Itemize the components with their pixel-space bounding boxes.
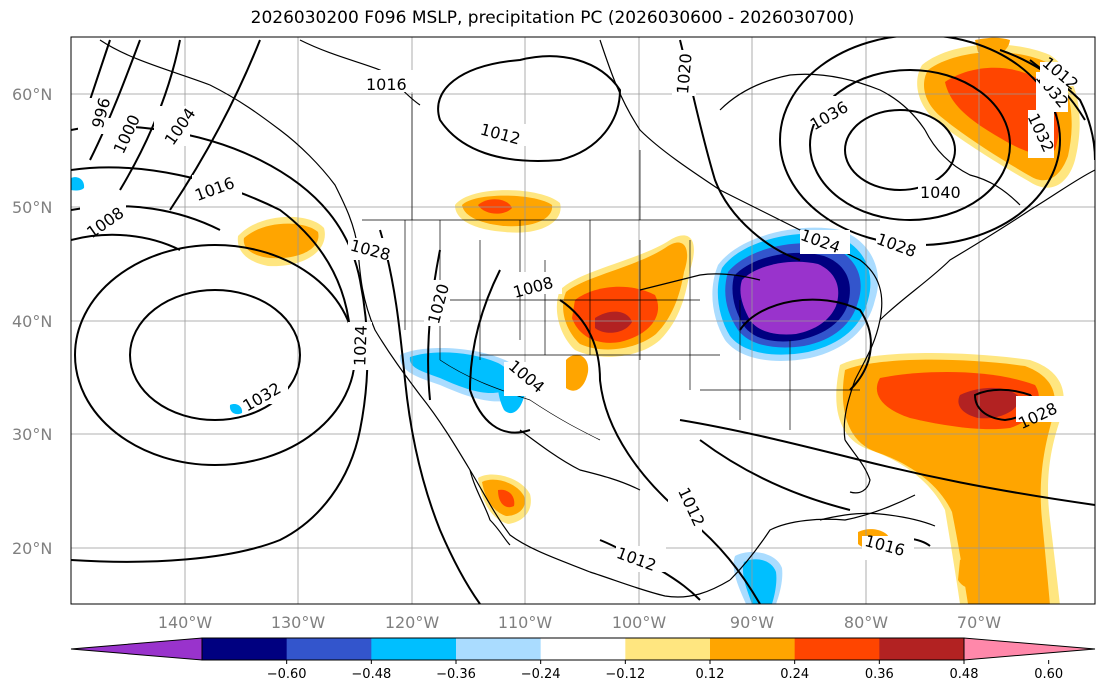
- precip-positive-areas: [237, 37, 1080, 604]
- lat-label: 60°N: [12, 85, 52, 104]
- isobar-label: 1024: [350, 325, 370, 366]
- lon-label: 70°W: [957, 613, 1001, 632]
- latitude-labels: 60°N 50°N 40°N 30°N 20°N: [12, 85, 52, 558]
- longitude-labels: 140°W 130°W 120°W 110°W 100°W 90°W 80°W …: [158, 613, 1001, 632]
- isobar-label: 1020: [673, 53, 695, 95]
- colorbar-tick-label: 0.24: [780, 667, 809, 682]
- map-body: 996 1000 1004 1008 1016 1028 1032 1024 1…: [71, 37, 1095, 604]
- map-frame: [70, 36, 1096, 605]
- colorbar-tick-label: −0.48: [351, 667, 391, 682]
- colorbar-tick-label: −0.60: [267, 667, 307, 682]
- colorbar-box: [625, 638, 711, 660]
- colorbar: −0.60 −0.48 −0.36 −0.24 −0.12 0.12 0.24 0.36 0.4…: [70, 637, 1096, 682]
- colorbar-outline: [201, 637, 965, 661]
- precip-negative-areas: [71, 177, 879, 604]
- colorbar-tick-label: 0.36: [865, 667, 894, 682]
- lon-label: 90°W: [730, 613, 774, 632]
- lat-label: 50°N: [12, 198, 52, 217]
- colorbar-tick-label: 0.48: [950, 667, 979, 682]
- colorbar-box: [540, 638, 626, 660]
- colorbar-extend-low: [70, 637, 203, 661]
- colorbar-box: [202, 638, 288, 660]
- colorbar-box: [794, 638, 880, 660]
- colorbar-box: [879, 638, 965, 660]
- lat-label: 40°N: [12, 312, 52, 331]
- graticule: [71, 37, 1095, 604]
- isobar-label: 1040: [920, 183, 961, 202]
- colorbar-tick-label: 0.12: [696, 667, 725, 682]
- lon-label: 130°W: [271, 613, 326, 632]
- colorbar-tick-label: −0.36: [436, 667, 476, 682]
- lon-label: 110°W: [498, 613, 553, 632]
- lon-label: 140°W: [158, 613, 213, 632]
- isobar-label: 1016: [366, 75, 407, 94]
- map-title: 2026030200 F096 MSLP, precipitation PC (…: [250, 8, 855, 28]
- colorbar-box: [710, 638, 796, 660]
- lat-label: 20°N: [12, 539, 52, 558]
- colorbar-box: [456, 638, 542, 660]
- lon-label: 100°W: [612, 613, 667, 632]
- lon-label: 80°W: [844, 613, 888, 632]
- colorbar-box: [286, 638, 372, 660]
- colorbar-tick-label: −0.24: [521, 667, 561, 682]
- colorbar-extend-high: [963, 637, 1096, 661]
- colorbar-tick-label: −0.12: [605, 667, 645, 682]
- lon-label: 120°W: [385, 613, 440, 632]
- colorbar-box: [371, 638, 457, 660]
- colorbar-tick-label: 0.60: [1034, 667, 1063, 682]
- political-borders: [362, 94, 880, 441]
- lat-label: 30°N: [12, 425, 52, 444]
